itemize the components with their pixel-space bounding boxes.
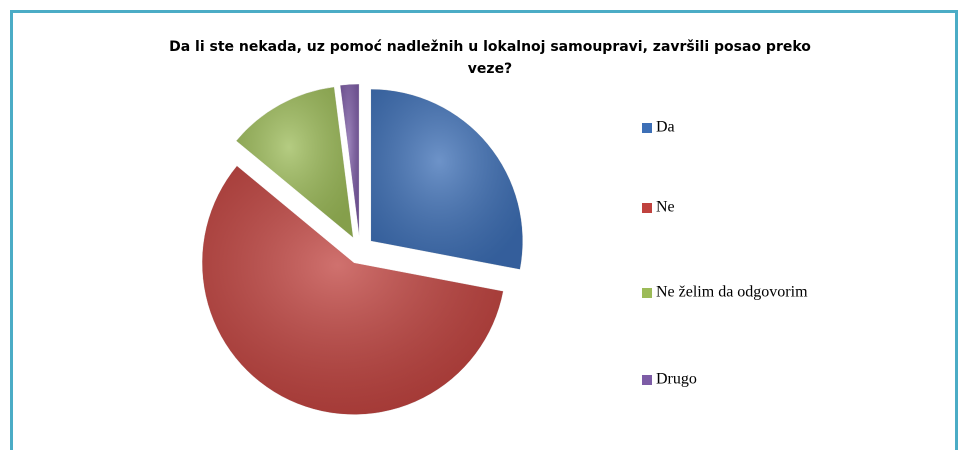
slice-shade — [370, 89, 523, 270]
slice-shade — [340, 84, 360, 237]
legend-marker — [642, 288, 652, 298]
legend-marker — [642, 123, 652, 133]
chart-title: Da li ste nekada, uz pomoć nadležnih u l… — [169, 39, 811, 77]
legend-label: Ne — [656, 199, 675, 216]
legend-marker — [642, 203, 652, 213]
legend-label: Drugo — [656, 371, 697, 388]
chart: Da Ne Ne želim da odgovorim Drugo — [201, 83, 808, 415]
slice-shade — [236, 86, 354, 238]
legend-label: Ne želim da odgovorim — [656, 284, 808, 301]
legend-label: Da — [656, 119, 675, 136]
legend-marker — [642, 375, 652, 385]
slice-shade — [202, 165, 504, 415]
